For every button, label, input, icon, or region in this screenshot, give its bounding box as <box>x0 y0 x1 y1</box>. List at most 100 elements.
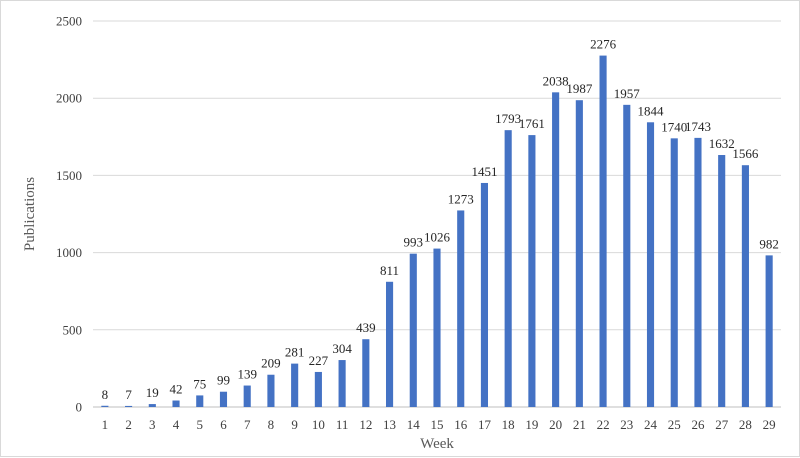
y-tick-label: 2500 <box>56 14 82 29</box>
bar <box>528 135 536 407</box>
bar <box>314 371 322 407</box>
x-tick-label: 26 <box>691 417 705 432</box>
bar <box>718 155 726 407</box>
bar <box>575 100 583 407</box>
x-tick-label: 12 <box>359 417 372 432</box>
x-tick-label: 15 <box>431 417 444 432</box>
x-tick-label: 14 <box>407 417 421 432</box>
x-axis-title: Week <box>420 436 454 452</box>
bar-value-label: 1844 <box>638 103 665 118</box>
bar-value-label: 7 <box>125 387 132 402</box>
x-tick-label: 9 <box>291 417 298 432</box>
bar <box>504 130 512 407</box>
bar <box>552 92 560 408</box>
bar-value-label: 1273 <box>448 191 474 206</box>
bar-value-label: 1761 <box>519 116 545 131</box>
x-tick-label: 17 <box>478 417 492 432</box>
x-tick-label: 22 <box>597 417 610 432</box>
bar-value-label: 982 <box>759 236 779 251</box>
x-tick-label: 18 <box>502 417 515 432</box>
bar <box>196 395 204 407</box>
bar-value-label: 99 <box>217 373 230 388</box>
bar-value-label: 139 <box>237 367 257 382</box>
bar-value-label: 304 <box>332 341 352 356</box>
bar <box>623 104 631 407</box>
y-tick-label: 500 <box>63 322 83 337</box>
bar-value-label: 1451 <box>471 164 497 179</box>
bar-value-label: 1632 <box>709 136 735 151</box>
bar <box>457 210 465 407</box>
bar-value-label: 811 <box>380 263 399 278</box>
bar <box>765 255 773 407</box>
y-tick-label: 1500 <box>56 168 82 183</box>
bar <box>243 385 251 407</box>
x-tick-label: 11 <box>336 417 349 432</box>
bar-value-label: 439 <box>356 320 376 335</box>
x-tick-label: 8 <box>268 417 275 432</box>
bar-value-label: 1987 <box>566 81 593 96</box>
x-tick-label: 29 <box>763 417 776 432</box>
bar <box>267 374 275 407</box>
x-axis-ticks: 1 2 3 4 5 6 7 8 9 10 11 12 13 14 15 16 17 18 19 20 21 22 23 24 2… <box>102 417 776 432</box>
x-tick-label: 21 <box>573 417 586 432</box>
y-axis-ticks: 0 500 1000 1500 2000 2500 <box>56 14 82 415</box>
bar <box>291 363 299 407</box>
y-tick-label: 0 <box>76 400 83 415</box>
bar <box>362 339 370 407</box>
bar <box>101 405 109 407</box>
bar-value-label: 1743 <box>685 119 711 134</box>
x-tick-label: 25 <box>668 417 681 432</box>
x-tick-label: 16 <box>454 417 468 432</box>
x-tick-label: 13 <box>383 417 396 432</box>
bar <box>741 165 749 407</box>
x-tick-label: 19 <box>525 417 538 432</box>
x-tick-label: 20 <box>549 417 562 432</box>
bar <box>694 137 702 407</box>
x-tick-label: 5 <box>197 417 204 432</box>
y-axis-title: Publications <box>22 177 38 251</box>
bar-value-label: 281 <box>285 345 305 360</box>
x-tick-label: 27 <box>715 417 729 432</box>
bar <box>148 404 156 407</box>
bar <box>338 360 346 407</box>
x-tick-label: 10 <box>312 417 325 432</box>
x-tick-label: 28 <box>739 417 752 432</box>
x-tick-label: 7 <box>244 417 251 432</box>
x-tick-label: 6 <box>220 417 227 432</box>
bar-value-label: 2276 <box>590 37 617 52</box>
bar <box>125 405 133 407</box>
bar <box>480 182 489 407</box>
y-tick-label: 1000 <box>56 245 82 260</box>
bar <box>172 400 180 407</box>
bar-value-label: 227 <box>309 353 329 368</box>
x-tick-label: 1 <box>102 417 109 432</box>
bar <box>599 55 607 407</box>
bar <box>646 122 655 407</box>
bar-value-label: 2038 <box>543 73 569 88</box>
bar-value-label: 19 <box>146 385 159 400</box>
bar <box>433 248 441 407</box>
bar-value-label: 1566 <box>732 146 759 161</box>
y-tick-label: 2000 <box>56 91 82 106</box>
x-tick-label: 23 <box>620 417 633 432</box>
bar-value-label: 8 <box>102 387 109 402</box>
bar <box>409 253 417 407</box>
x-tick-label: 4 <box>173 417 180 432</box>
x-tick-label: 24 <box>644 417 658 432</box>
bar-value-label: 993 <box>404 235 424 250</box>
bars <box>101 55 773 408</box>
bar-value-label: 1793 <box>495 111 521 126</box>
bar-value-label: 42 <box>170 382 183 397</box>
bar-value-label: 75 <box>193 376 206 391</box>
bar <box>385 281 394 407</box>
bar-value-label: 1740 <box>661 119 687 134</box>
bar <box>219 391 228 407</box>
bar-value-label: 209 <box>261 356 281 371</box>
bar-value-label: 1026 <box>424 230 451 245</box>
x-tick-label: 3 <box>149 417 156 432</box>
x-tick-label: 2 <box>125 417 132 432</box>
bar <box>670 138 678 407</box>
